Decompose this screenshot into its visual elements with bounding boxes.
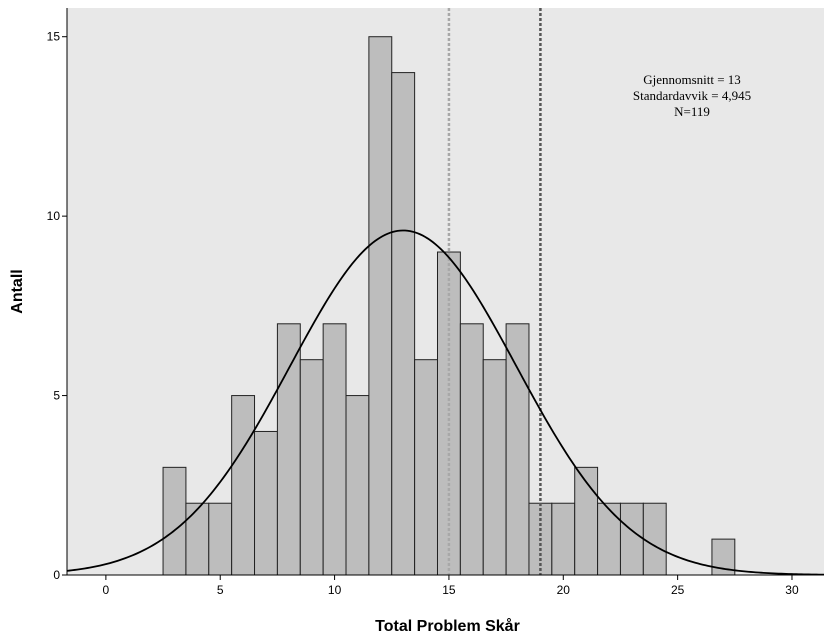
- normal-curve: [66, 229, 824, 576]
- stats-sd: Standardavvik = 4,945: [633, 88, 751, 103]
- histogram-bar: [231, 395, 256, 576]
- histogram-bar: [162, 466, 187, 576]
- y-tick-label: 5: [53, 389, 60, 403]
- x-tick-label: 5: [217, 583, 224, 597]
- histogram-bar: [642, 502, 667, 576]
- y-tick-label: 15: [47, 30, 61, 44]
- x-tick-label: 30: [785, 583, 799, 597]
- axes-group: 0 5 10 15 20 25 30 0 5 10 15: [47, 8, 824, 597]
- histogram-bar: [345, 395, 370, 576]
- histogram-bar: [597, 502, 621, 576]
- y-tick-label: 10: [47, 209, 61, 223]
- histogram-bar: [208, 502, 233, 576]
- x-tick-label: 15: [442, 583, 456, 597]
- histogram-bar: [254, 430, 278, 576]
- reference-lines-group: [447, 8, 542, 575]
- x-tick-label: 10: [328, 583, 342, 597]
- x-tick-label: 25: [671, 583, 685, 597]
- histogram-bar: [574, 466, 599, 576]
- histogram-bar: [276, 323, 301, 576]
- histogram-bar: [185, 502, 210, 576]
- stats-box: Gjennomsnitt = 13 Standardavvik = 4,945 …: [633, 72, 751, 119]
- histogram-bar: [299, 359, 324, 576]
- stats-mean: Gjennomsnitt = 13: [643, 72, 741, 87]
- bars-group: [162, 36, 736, 576]
- histogram-bar: [551, 502, 576, 576]
- y-axis-title: Antall: [9, 269, 26, 313]
- x-tick-label: 0: [103, 583, 110, 597]
- histogram-bar: [368, 36, 393, 576]
- histogram-bar: [459, 323, 484, 576]
- histogram-bar: [619, 502, 644, 576]
- stats-n: N=119: [674, 104, 710, 119]
- histogram-bar: [391, 72, 416, 576]
- histogram-bar: [505, 323, 530, 576]
- histogram-bar: [322, 323, 347, 576]
- histogram-bar: [414, 359, 438, 576]
- x-axis-title: Total Problem Skår: [375, 617, 520, 635]
- histogram-bar: [482, 359, 507, 576]
- y-tick-label: 0: [53, 568, 60, 582]
- x-tick-label: 20: [557, 583, 571, 597]
